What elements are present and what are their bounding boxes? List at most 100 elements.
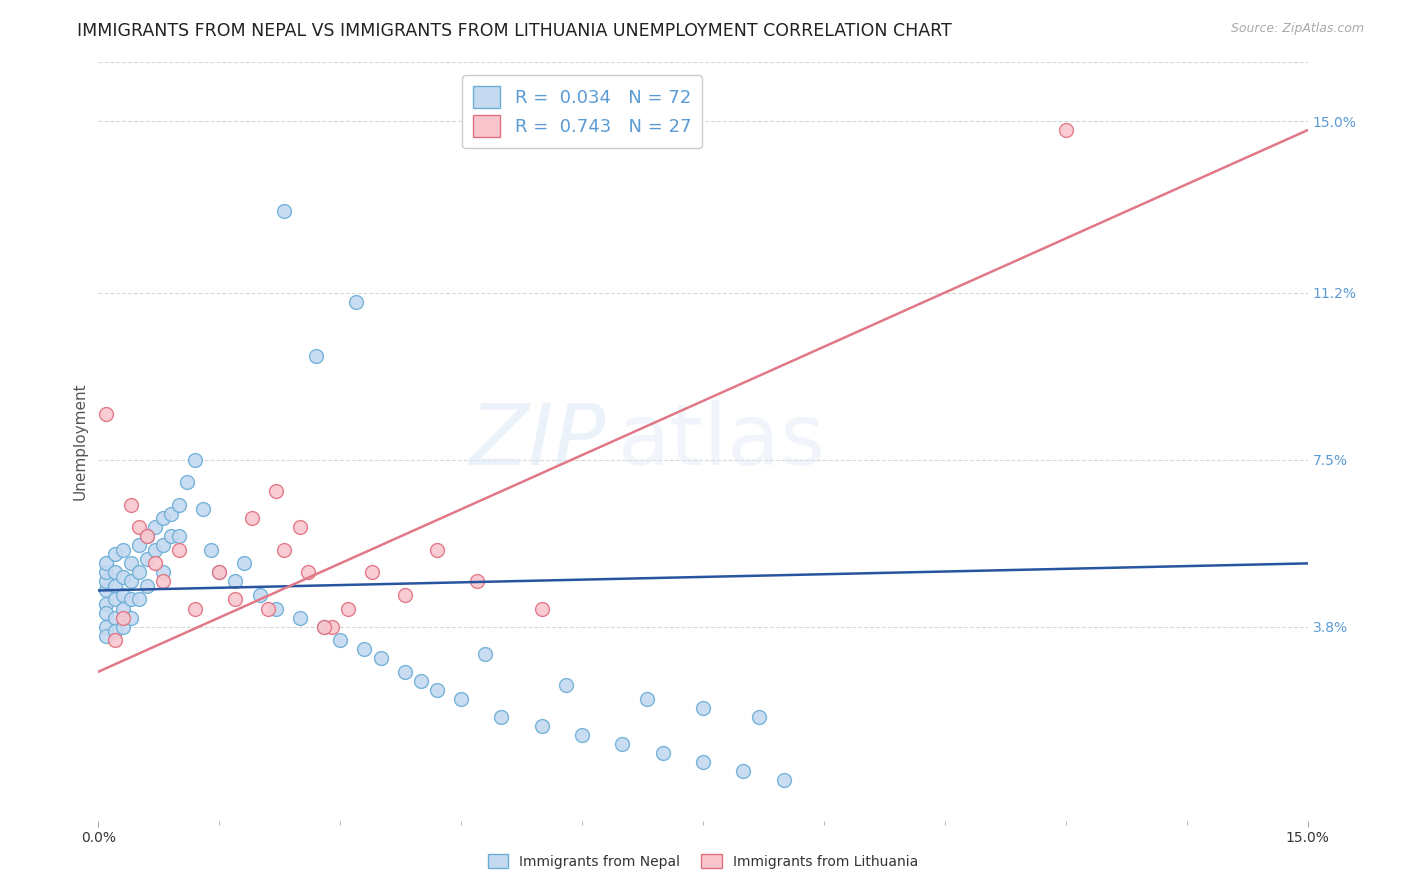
- Text: IMMIGRANTS FROM NEPAL VS IMMIGRANTS FROM LITHUANIA UNEMPLOYMENT CORRELATION CHAR: IMMIGRANTS FROM NEPAL VS IMMIGRANTS FROM…: [77, 22, 952, 40]
- Point: [152, 538, 174, 552]
- Point: [176, 475, 198, 490]
- Point: [491, 710, 513, 724]
- Point: [344, 294, 367, 309]
- Point: [748, 710, 770, 724]
- Point: [297, 566, 319, 580]
- Point: [120, 574, 142, 589]
- Point: [111, 570, 134, 584]
- Point: [96, 557, 118, 571]
- Point: [128, 592, 150, 607]
- Point: [409, 673, 432, 688]
- Point: [530, 601, 553, 615]
- Point: [167, 542, 190, 557]
- Point: [394, 588, 416, 602]
- Point: [96, 583, 118, 598]
- Point: [135, 579, 157, 593]
- Point: [143, 557, 166, 571]
- Point: [103, 592, 125, 607]
- Point: [103, 579, 125, 593]
- Point: [240, 511, 263, 525]
- Point: [135, 529, 157, 543]
- Point: [329, 633, 352, 648]
- Point: [111, 610, 134, 624]
- Point: [128, 538, 150, 552]
- Point: [103, 633, 125, 648]
- Point: [167, 498, 190, 512]
- Point: [612, 737, 634, 751]
- Legend: Immigrants from Nepal, Immigrants from Lithuania: Immigrants from Nepal, Immigrants from L…: [482, 848, 924, 874]
- Point: [96, 566, 118, 580]
- Point: [184, 452, 207, 467]
- Point: [530, 719, 553, 733]
- Point: [103, 547, 125, 561]
- Point: [111, 542, 134, 557]
- Point: [96, 574, 118, 589]
- Point: [692, 755, 714, 769]
- Point: [160, 529, 183, 543]
- Point: [193, 502, 215, 516]
- Point: [200, 542, 222, 557]
- Point: [772, 772, 794, 787]
- Point: [152, 574, 174, 589]
- Point: [96, 597, 118, 611]
- Point: [135, 529, 157, 543]
- Point: [103, 610, 125, 624]
- Point: [256, 601, 278, 615]
- Point: [273, 204, 295, 219]
- Point: [103, 566, 125, 580]
- Point: [208, 566, 231, 580]
- Y-axis label: Unemployment: Unemployment: [72, 383, 87, 500]
- Point: [111, 588, 134, 602]
- Text: Source: ZipAtlas.com: Source: ZipAtlas.com: [1230, 22, 1364, 36]
- Point: [143, 542, 166, 557]
- Point: [1054, 123, 1077, 137]
- Point: [120, 557, 142, 571]
- Point: [96, 408, 118, 422]
- Point: [426, 682, 449, 697]
- Point: [120, 592, 142, 607]
- Point: [120, 610, 142, 624]
- Point: [305, 349, 328, 363]
- Point: [450, 691, 472, 706]
- Point: [465, 574, 488, 589]
- Point: [152, 566, 174, 580]
- Point: [314, 619, 336, 633]
- Point: [733, 764, 755, 778]
- Point: [636, 691, 658, 706]
- Point: [394, 665, 416, 679]
- Point: [273, 542, 295, 557]
- Point: [288, 610, 311, 624]
- Point: [128, 566, 150, 580]
- Point: [143, 520, 166, 534]
- Point: [224, 592, 246, 607]
- Text: ZIP: ZIP: [470, 400, 606, 483]
- Point: [651, 746, 673, 760]
- Point: [571, 728, 593, 742]
- Point: [96, 619, 118, 633]
- Text: atlas: atlas: [619, 400, 827, 483]
- Point: [120, 498, 142, 512]
- Point: [264, 484, 287, 499]
- Point: [160, 507, 183, 521]
- Point: [555, 678, 578, 692]
- Point: [314, 619, 336, 633]
- Point: [353, 642, 375, 657]
- Point: [224, 574, 246, 589]
- Point: [361, 566, 384, 580]
- Point: [474, 647, 496, 661]
- Point: [96, 606, 118, 620]
- Point: [184, 601, 207, 615]
- Point: [128, 520, 150, 534]
- Point: [152, 511, 174, 525]
- Point: [264, 601, 287, 615]
- Point: [96, 629, 118, 643]
- Point: [249, 588, 271, 602]
- Point: [111, 619, 134, 633]
- Point: [111, 601, 134, 615]
- Point: [370, 651, 392, 665]
- Point: [321, 619, 343, 633]
- Point: [288, 520, 311, 534]
- Point: [135, 552, 157, 566]
- Point: [167, 529, 190, 543]
- Point: [337, 601, 360, 615]
